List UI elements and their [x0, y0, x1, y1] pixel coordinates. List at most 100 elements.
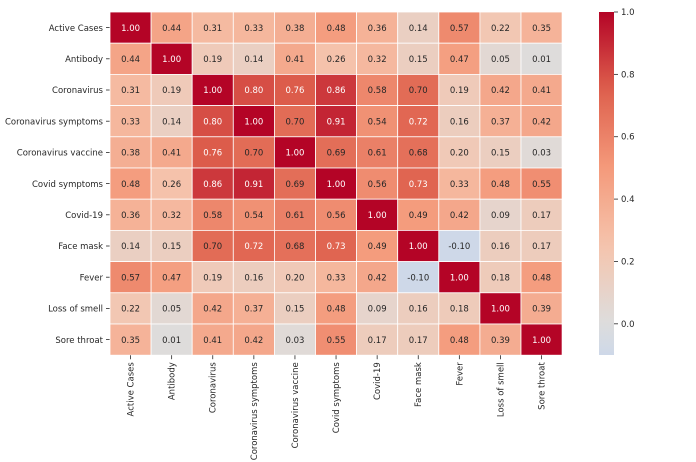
- cell-value-label: 0.48: [532, 273, 551, 283]
- cell-value-label: 0.14: [121, 242, 140, 252]
- cell-value-label: 0.19: [203, 273, 222, 283]
- cell-value-label: 0.15: [409, 55, 428, 65]
- cell-value-label: 0.31: [121, 86, 140, 96]
- x-tick-label: Face mask: [414, 362, 424, 407]
- cell-value-label: 0.17: [532, 211, 551, 221]
- heatmap-cell: [438, 42, 481, 75]
- cell-value-label: 0.73: [327, 242, 346, 252]
- cell-value-label: 0.47: [450, 55, 469, 65]
- cell-value-label: 0.80: [203, 117, 222, 127]
- cell-value-label: 0.17: [368, 336, 387, 346]
- cell-value-label: 0.17: [409, 336, 428, 346]
- colorbar-tick-label: 0.0: [621, 320, 635, 330]
- cell-value-label: 0.48: [450, 336, 469, 346]
- heatmap-cell: [315, 136, 357, 169]
- x-tick-label: Coronavirus vaccine: [291, 362, 301, 448]
- heatmap-cells: 1.00 0.44 0.31 0.33 0.38 0.48 0.36 0.14 0.57 0.22…: [109, 11, 563, 356]
- cell-value-label: 0.41: [532, 86, 551, 96]
- cell-value-label: 0.33: [244, 24, 263, 34]
- cell-value-label: 0.56: [327, 211, 346, 221]
- heatmap-cell: [109, 42, 152, 75]
- cell-value-label: 0.20: [285, 273, 304, 283]
- y-tick-label: Coronavirus symptoms: [5, 117, 104, 127]
- cell-value-label: 0.32: [368, 55, 387, 65]
- cell-value-label: 0.15: [162, 242, 181, 252]
- heatmap-cell: [356, 136, 399, 169]
- heatmap-cell: [232, 261, 275, 294]
- cell-value-label: 0.70: [409, 86, 428, 96]
- heatmap-cell: [273, 136, 316, 169]
- y-tick-label: Covid-19: [65, 211, 103, 221]
- heatmap-cell: [520, 198, 563, 231]
- cell-value-label: 0.16: [450, 117, 469, 127]
- cell-value-label: 0.42: [491, 86, 510, 96]
- cell-value-label: 1.00: [327, 180, 346, 190]
- cell-value-label: 0.15: [285, 305, 304, 315]
- y-tick-label: Face mask: [58, 242, 103, 252]
- cell-value-label: 1.00: [285, 149, 304, 159]
- heatmap-cell: [356, 11, 399, 44]
- colorbar-tick-label: 0.2: [621, 257, 635, 267]
- heatmap-cell: [315, 105, 357, 138]
- cell-value-label: 0.54: [368, 117, 387, 127]
- cell-value-label: 0.54: [244, 211, 263, 221]
- heatmap-cell: [109, 198, 152, 231]
- heatmap-cell: [356, 292, 399, 325]
- heatmap-cell: [356, 74, 399, 107]
- cell-value-label: 0.35: [532, 24, 551, 34]
- cell-value-label: 0.68: [285, 242, 304, 252]
- heatmap-cell: [520, 11, 563, 44]
- heatmap-cell: [191, 42, 234, 75]
- colorbar: 0.0 0.2 0.4 0.6 0.8 1.0: [599, 8, 635, 355]
- cell-value-label: 0.15: [491, 149, 510, 159]
- cell-value-label: 0.38: [121, 149, 140, 159]
- colorbar-tick-label: 0.8: [621, 70, 635, 80]
- heatmap-cell: [315, 229, 357, 262]
- cell-value-label: 0.14: [244, 55, 263, 65]
- heatmap-cell: [479, 323, 522, 356]
- cell-value-label: 0.91: [244, 180, 263, 190]
- heatmap-cell: [479, 198, 522, 231]
- y-tick-label: Antibody: [65, 55, 103, 65]
- heatmap-cell: [520, 261, 563, 294]
- cell-value-label: 0.69: [285, 180, 304, 190]
- heatmap-cell: [109, 74, 152, 107]
- cell-value-label: 0.48: [491, 180, 510, 190]
- cell-value-label: 0.16: [244, 273, 263, 283]
- heatmap-cell: [479, 136, 522, 169]
- x-tick-label: Covid-19: [373, 362, 383, 400]
- cell-value-label: 0.36: [121, 211, 140, 221]
- cell-value-label: 0.32: [162, 211, 181, 221]
- heatmap-cell: [191, 136, 234, 169]
- heatmap-cell: [520, 167, 563, 200]
- heatmap-cell: [397, 167, 440, 200]
- heatmap-cell: [150, 11, 193, 44]
- y-tick-label: Loss of smell: [48, 305, 103, 315]
- cell-value-label: 0.31: [203, 24, 222, 34]
- cell-value-label: 0.26: [162, 180, 181, 190]
- cell-value-label: 0.39: [491, 336, 510, 346]
- cell-value-label: 0.41: [162, 149, 181, 159]
- heatmap-cell: [150, 323, 193, 356]
- cell-value-label: 1.00: [450, 273, 469, 283]
- cell-value-label: 0.86: [203, 180, 222, 190]
- cell-value-label: 0.48: [327, 24, 346, 34]
- heatmap-cell: [479, 229, 522, 262]
- heatmap-cell: [520, 136, 563, 169]
- heatmap-cell: [191, 105, 234, 138]
- cell-value-label: 0.56: [368, 180, 387, 190]
- cell-value-label: 1.00: [491, 305, 510, 315]
- cell-value-label: 0.42: [532, 117, 551, 127]
- cell-value-label: 0.33: [327, 273, 346, 283]
- heatmap-cell: [232, 105, 275, 138]
- cell-value-label: 0.19: [450, 86, 469, 96]
- heatmap-cell: [356, 229, 399, 262]
- colorbar-tick-label: 0.6: [621, 133, 635, 143]
- heatmap-cell: [273, 167, 316, 200]
- cell-value-label: 0.73: [409, 180, 428, 190]
- cell-value-label: 0.49: [368, 242, 387, 252]
- cell-value-label: 0.33: [121, 117, 140, 127]
- cell-value-label: 0.26: [327, 55, 346, 65]
- x-axis-tick-labels: Active Cases Antibody Coronavirus Coronavir…: [127, 355, 548, 460]
